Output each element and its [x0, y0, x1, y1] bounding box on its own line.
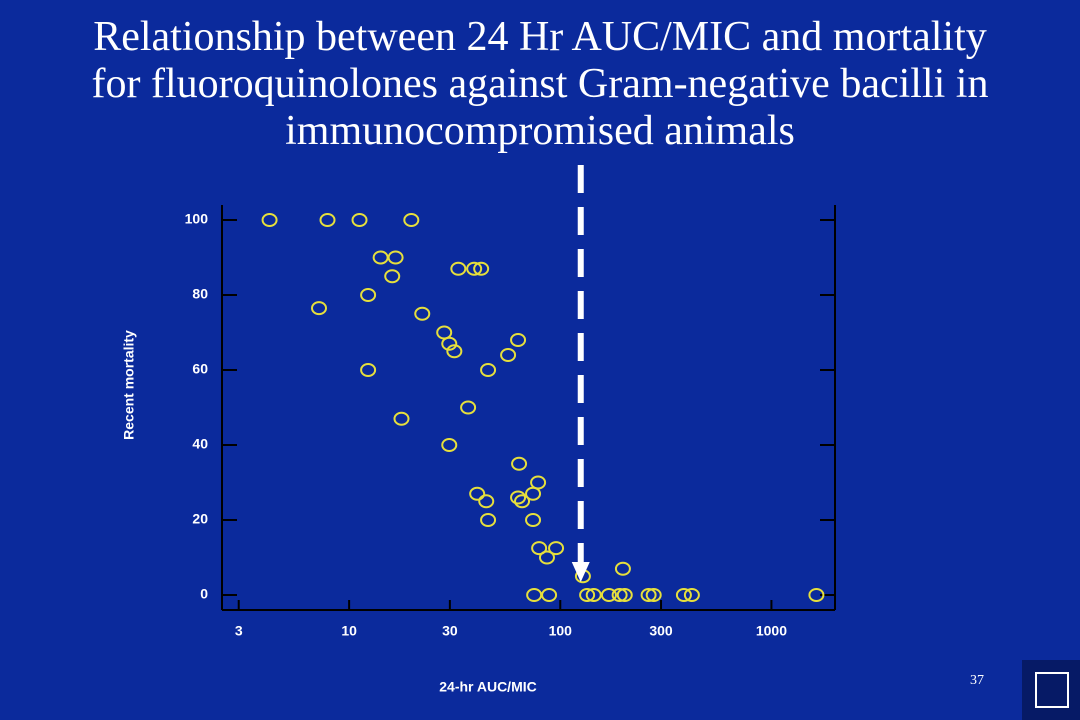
- point: [500, 348, 517, 362]
- x-tick-label: 30: [442, 623, 458, 639]
- point: [585, 588, 602, 602]
- chart-title: Relationship between 24 Hr AUC/MIC and m…: [91, 14, 989, 154]
- point: [460, 400, 477, 415]
- y-tick-label: 60: [192, 361, 208, 377]
- point: [372, 250, 389, 265]
- x-tick-label: 3: [235, 623, 243, 639]
- point: [469, 486, 486, 501]
- point: [579, 588, 596, 602]
- point: [645, 588, 662, 602]
- point: [436, 325, 453, 340]
- point: [384, 269, 401, 284]
- point: [531, 541, 548, 556]
- x-tick-label: 1000: [756, 623, 787, 639]
- y-tick-label: 0: [200, 586, 208, 602]
- point: [319, 213, 336, 227]
- point: [538, 550, 555, 565]
- point: [548, 541, 565, 556]
- logo-mark: [1035, 672, 1069, 708]
- point: [541, 588, 558, 602]
- point: [480, 513, 497, 527]
- point: [510, 333, 527, 347]
- point: [441, 438, 458, 452]
- y-tick-label: 20: [192, 511, 208, 527]
- point: [616, 588, 633, 602]
- point: [450, 261, 467, 276]
- point: [525, 513, 542, 527]
- point: [675, 588, 692, 602]
- point: [360, 363, 377, 377]
- point: [480, 363, 497, 377]
- x-axis-label: 24-hr AUC/MIC: [439, 679, 537, 695]
- y-axis-label: Recent mortality: [121, 330, 137, 440]
- x-tick-label: 10: [341, 623, 357, 639]
- point: [351, 213, 368, 227]
- logo: [1022, 660, 1080, 720]
- point: [441, 336, 458, 351]
- y-tick-label: 80: [192, 286, 208, 302]
- point: [261, 213, 278, 227]
- point: [683, 588, 700, 602]
- point: [360, 288, 377, 302]
- point: [510, 490, 527, 505]
- point: [525, 486, 542, 501]
- point: [514, 494, 531, 509]
- point: [611, 588, 628, 602]
- point: [614, 561, 631, 576]
- threshold-arrow: [571, 562, 590, 582]
- y-tick-label: 40: [192, 436, 208, 452]
- x-tick-label: 300: [649, 623, 673, 639]
- point: [530, 475, 547, 490]
- point: [311, 301, 328, 316]
- point: [808, 588, 825, 602]
- x-tick-label: 100: [549, 623, 573, 639]
- point: [393, 411, 410, 426]
- y-tick-label: 100: [185, 211, 209, 227]
- point: [473, 261, 490, 276]
- point: [387, 250, 404, 265]
- point: [600, 588, 617, 602]
- page-number: 37: [970, 673, 984, 688]
- point: [640, 588, 657, 602]
- point: [478, 494, 495, 509]
- point: [403, 213, 420, 227]
- point: [526, 588, 543, 602]
- point: [511, 456, 528, 471]
- point: [466, 261, 483, 276]
- point: [414, 306, 431, 321]
- point: [446, 344, 463, 359]
